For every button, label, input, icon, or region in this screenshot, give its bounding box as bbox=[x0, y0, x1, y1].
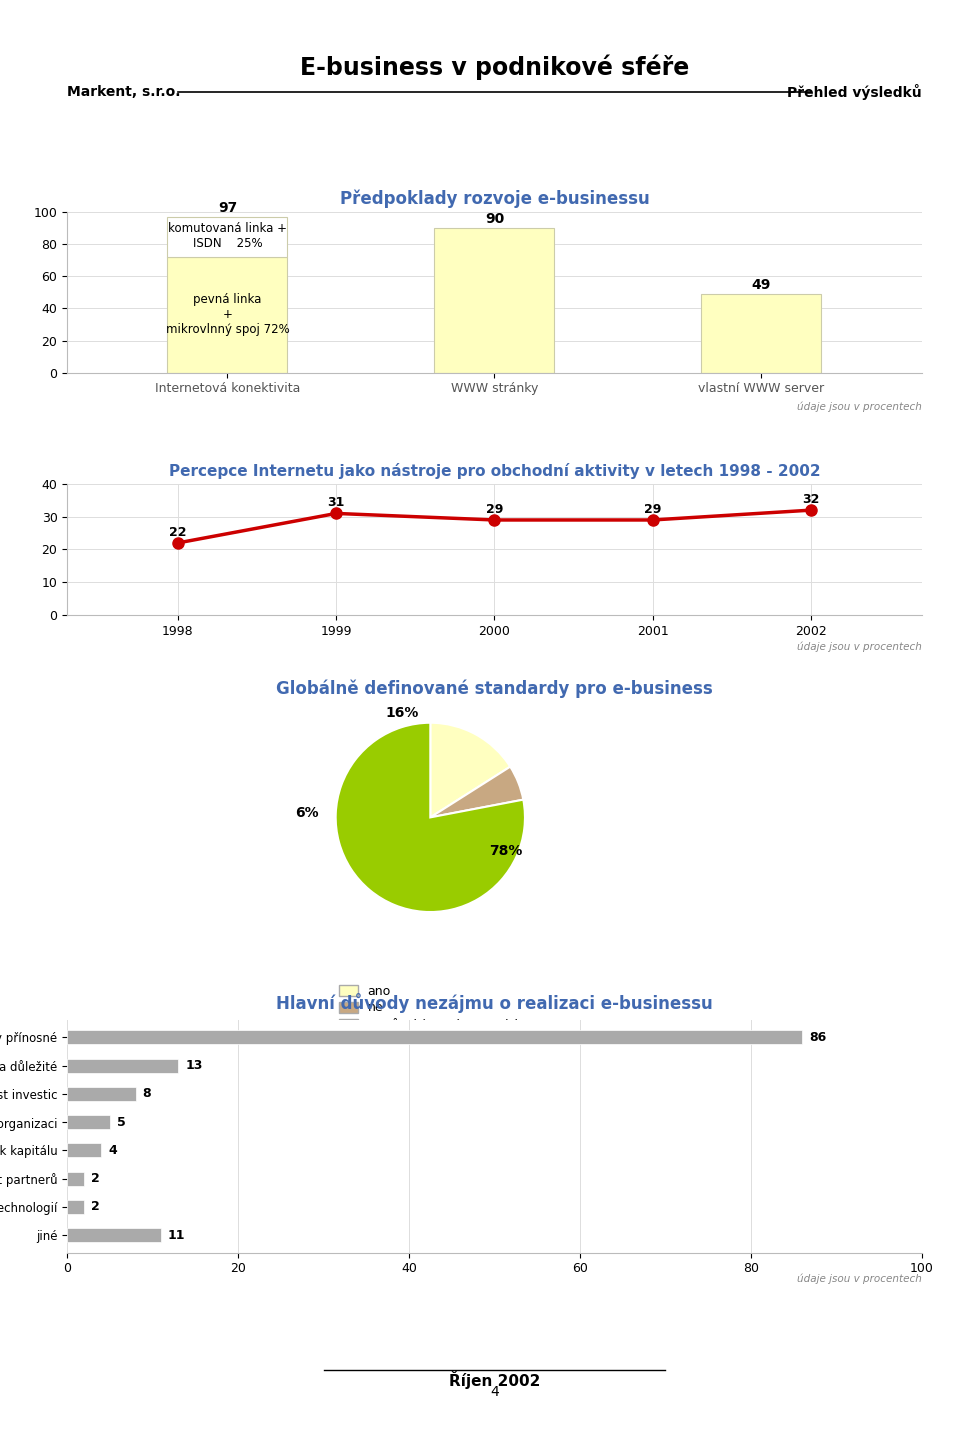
Bar bbox=[67, 1200, 84, 1213]
Bar bbox=[67, 1228, 161, 1242]
Title: Předpoklady rozvoje e-businessu: Předpoklady rozvoje e-businessu bbox=[340, 190, 649, 209]
Text: 49: 49 bbox=[752, 277, 771, 292]
Bar bbox=[67, 1172, 84, 1186]
Text: 32: 32 bbox=[803, 493, 820, 506]
Text: E-business v podnikové sféře: E-business v podnikové sféře bbox=[300, 54, 689, 80]
Text: komutovaná linka +
ISDN    25%: komutovaná linka + ISDN 25% bbox=[168, 223, 287, 250]
Bar bbox=[67, 1059, 179, 1073]
Text: 5: 5 bbox=[117, 1116, 126, 1129]
Bar bbox=[167, 217, 287, 257]
Text: 29: 29 bbox=[644, 503, 661, 516]
Text: 86: 86 bbox=[809, 1030, 826, 1045]
Bar bbox=[67, 1087, 135, 1100]
Text: Markent, s.r.o.: Markent, s.r.o. bbox=[67, 84, 180, 99]
Title: Globálně definované standardy pro e-business: Globálně definované standardy pro e-busi… bbox=[276, 679, 712, 697]
Text: 11: 11 bbox=[168, 1229, 185, 1242]
Text: pevná linka
+
mikrovlnný spoj 72%: pevná linka + mikrovlnný spoj 72% bbox=[165, 293, 289, 336]
Bar bbox=[702, 294, 822, 373]
Text: 4: 4 bbox=[490, 1385, 499, 1399]
Text: Říjen 2002: Říjen 2002 bbox=[448, 1372, 540, 1389]
Text: 29: 29 bbox=[486, 503, 503, 516]
Text: údaje jsou v procentech: údaje jsou v procentech bbox=[797, 642, 922, 652]
Text: 90: 90 bbox=[485, 211, 504, 226]
Bar bbox=[67, 1030, 802, 1045]
Bar bbox=[67, 1115, 109, 1129]
Bar bbox=[167, 257, 287, 373]
Bar bbox=[67, 1143, 102, 1157]
Text: 2: 2 bbox=[91, 1200, 100, 1213]
Text: 97: 97 bbox=[218, 200, 237, 214]
Text: 8: 8 bbox=[142, 1087, 151, 1100]
Text: 22: 22 bbox=[169, 526, 186, 539]
Text: 31: 31 bbox=[327, 496, 345, 509]
Title: Percepce Internetu jako nástroje pro obchodní aktivity v letech 1998 - 2002: Percepce Internetu jako nástroje pro obc… bbox=[169, 463, 820, 479]
Text: 13: 13 bbox=[185, 1059, 203, 1072]
Text: údaje jsou v procentech: údaje jsou v procentech bbox=[797, 1273, 922, 1285]
Title: Hlavní důvody nezájmu o realizaci e-businessu: Hlavní důvody nezájmu o realizaci e-busi… bbox=[276, 993, 712, 1013]
Text: 4: 4 bbox=[108, 1143, 117, 1157]
Bar bbox=[434, 229, 555, 373]
Text: 2: 2 bbox=[91, 1172, 100, 1185]
Text: Přehled výsledků: Přehled výsledků bbox=[787, 84, 922, 100]
Text: údaje jsou v procentech: údaje jsou v procentech bbox=[797, 402, 922, 412]
